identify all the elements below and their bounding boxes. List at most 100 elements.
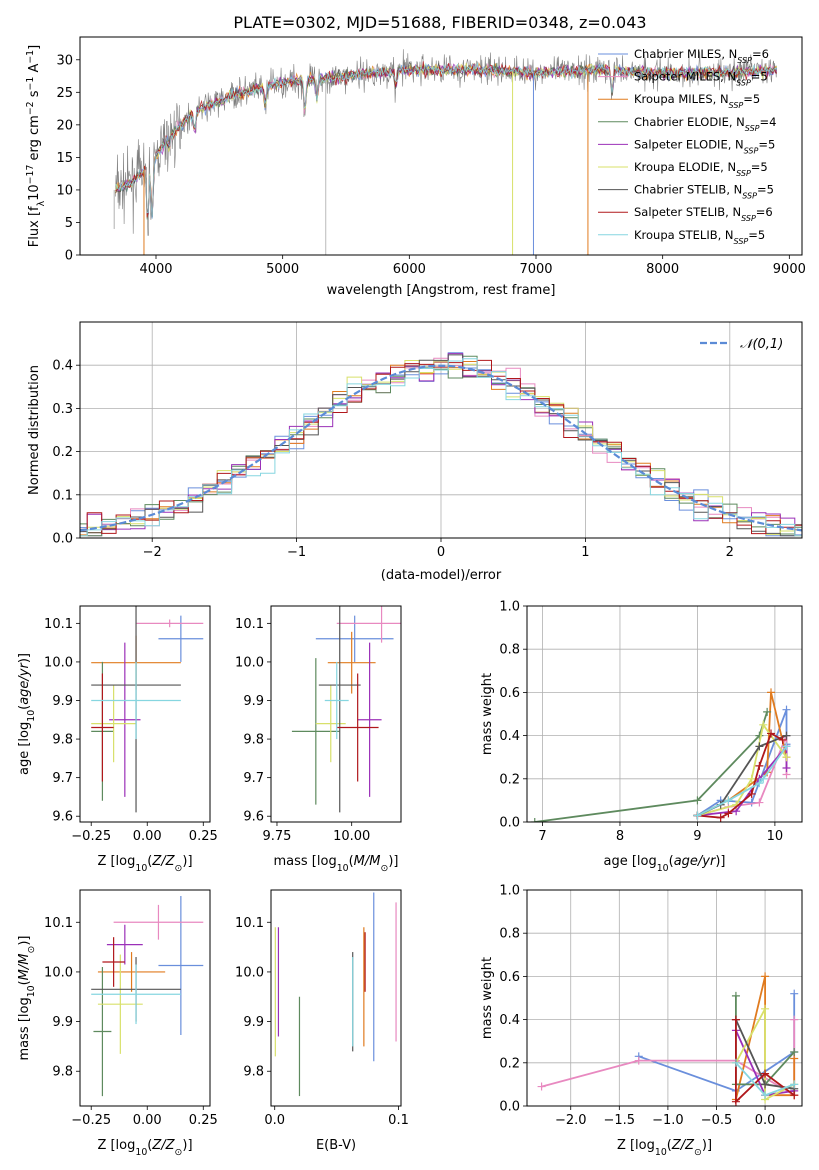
legend-entry: Salpeter ELODIE, NSSP=5 [634,137,775,155]
mass-vs-Z-panel: −0.25 0.00 0.25 9.8 9.9 10.0 10.1 Z [log10(Z/Z⊙… [17,889,218,1158]
age-vs-Z-ytick-label: 10.1 [44,617,73,632]
residuals-plot-area [80,352,802,537]
age-vs-Z-xtick-label: −0.25 [71,829,111,844]
age-vs-Z-frame [79,605,211,823]
mass-vs-ebv-xlabel: E(B-V) [316,1138,356,1153]
legend-entry: Kroupa MILES, NSSP=5 [634,92,760,110]
age-vs-mass-ytick-label: 9.7 [243,771,264,786]
legend-entry: Salpeter MILES, NSSP=5 [634,70,768,88]
weight-vs-Z-plot-area [537,972,799,1106]
spectrum-plot-area [113,49,778,255]
weight-vs-Z-frame [526,889,803,1107]
errorbar-point [315,685,346,763]
mass-weight-marker [790,1015,799,1024]
errorbar-point [291,658,340,805]
age-vs-Z-xtick-label: 0.00 [133,829,162,844]
errorbar-point [109,642,141,797]
spectrum-xtick-label: 9000 [773,262,806,277]
spectrum-xtick-label: 6000 [393,262,426,277]
age-vs-mass-frame [270,605,402,823]
legend-entry: Kroupa ELODIE, NSSP=5 [634,160,768,178]
residuals-ytick-label: 0.4 [52,359,73,374]
weight-vs-age-xtick-label: 7 [538,829,546,844]
spectrum-ytick-label: 25 [56,86,73,101]
mass-weight-marker [755,731,764,740]
weight-vs-Z-ytick-label: 0.8 [499,927,520,942]
legend-entry: Chabrier STELIB, NSSP=5 [634,183,774,201]
mass-weight-marker [782,705,791,714]
weight-vs-Z-ytick-label: 1.0 [499,884,520,899]
mass-weight-marker [747,774,756,783]
weight-vs-age-ytick-label: 0.4 [499,729,520,744]
mass-weight-marker [530,818,539,822]
weight-vs-Z-ytick-label: 0.0 [499,1100,520,1115]
errorbar-point [136,619,204,628]
residuals-xtick-label: 0 [437,545,445,560]
weight-vs-age-ytick-label: 0.2 [499,772,520,787]
errorbar-point [318,606,361,813]
age-vs-mass-ytick-label: 10.1 [235,617,264,632]
spectrum-frame [79,36,803,256]
mass-weight-marker [731,991,740,1000]
errorbar-point [102,937,125,987]
mass-weight-marker [790,989,799,998]
model-fit-spectrum [115,62,777,219]
mass-vs-Z-xtick-label: 0.00 [133,1113,162,1128]
mass-vs-Z-plot-area [91,895,204,1097]
age-vs-mass-xlabel: mass [log10(M/M⊙)] [274,854,399,874]
errorbar-point [324,661,349,740]
mass-weight-marker [755,779,764,788]
age-vs-Z-ytick-label: 9.9 [52,694,73,709]
mass-weight-series [731,1058,799,1100]
weight-vs-age-ytick-label: 1.0 [499,600,520,615]
residuals-xtick-label: 2 [726,545,734,560]
residual-histogram [80,359,802,535]
mass-weight-marker [755,798,764,807]
errorbar-point [336,606,401,643]
age-vs-Z-ytick-label: 9.7 [52,771,73,786]
spectrum-ytick-label: 30 [56,53,73,68]
mass-weight-marker [755,742,764,751]
mass-weight-marker [763,707,772,716]
mass-weight-marker [537,1082,546,1091]
mass-weight-marker [782,764,791,772]
mass-vs-Z-xtick-label: −0.25 [71,1113,111,1128]
residuals-xlabel: (data-model)/error [381,568,502,583]
mass-weight-marker [731,1097,740,1106]
mass-vs-Z-ytick-label: 10.1 [44,916,73,931]
errorbar-point [106,924,143,965]
age-vs-Z-ytick-label: 9.8 [52,733,73,748]
mass-vs-Z-ytick-label: 9.9 [52,1015,73,1030]
weight-vs-Z-ytick-label: 0.2 [499,1056,520,1071]
mass-vs-Z-ylabel: mass [log10(M/M⊙)] [17,936,37,1061]
residuals-ytick-label: 0.1 [52,488,73,503]
spectrum-ytick-label: 10 [56,183,73,198]
mass-weight-marker [782,731,791,740]
spectrum-xtick-label: 5000 [266,262,299,277]
residuals-ytick-label: 0.3 [52,402,73,417]
mass-weight-marker [693,796,702,805]
spectrum-legend: Chabrier MILES, NSSP=6 Salpeter MILES, NS… [598,47,776,245]
weight-vs-Z-ylabel: mass weight [480,957,495,1039]
mass-weight-marker [747,789,756,798]
errorbar-point [113,904,204,940]
residual-histogram [80,354,802,537]
weight-vs-Z-xlabel: Z [log10(Z/Z⊙)] [617,1138,712,1158]
mass-weight-marker [778,735,787,744]
age-vs-Z-xlabel: Z [log10(Z/Z⊙)] [97,854,192,874]
weight-vs-age-xtick-label: 8 [616,829,624,844]
mass-weight-marker [790,1048,799,1056]
mass-weight-series [693,742,791,820]
weight-vs-age-frame [526,605,803,823]
mass-weight-line [735,1008,795,1101]
residual-histogram [80,355,802,537]
age-vs-mass-ytick-label: 9.9 [243,694,264,709]
mass-vs-Z-xtick-label: 0.25 [189,1113,218,1128]
spectrum-ytick-label: 0 [65,249,73,264]
residuals-panel: −2 −1 0 1 2 0.0 0.1 0.2 0.3 0.4 𝒩(0,1) (data-model)… [27,321,803,583]
mass-weight-marker [759,774,768,783]
spectrum-panel: 4000 5000 6000 7000 8000 9000 0 5 10 15 20 25 30 Chab… [25,36,806,298]
weight-vs-age-xlabel: age [log10(age/yr)] [603,854,725,874]
mass-weight-marker [724,796,733,805]
age-vs-Z-ylabel: age [log10(age/yr)] [17,653,37,775]
